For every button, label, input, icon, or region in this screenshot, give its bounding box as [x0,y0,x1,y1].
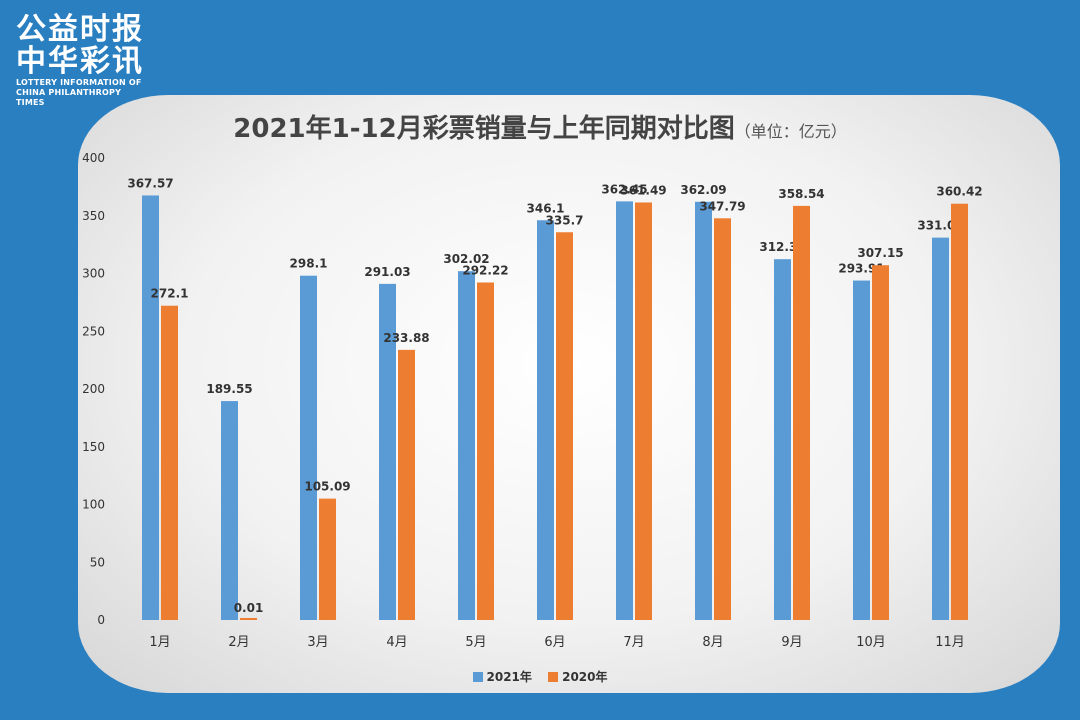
bar [398,349,415,620]
logo-title-line2: 中华彩讯 [16,44,144,79]
y-tick-label: 150 [82,440,105,454]
y-tick-label: 350 [82,209,105,223]
bar [556,232,573,621]
data-label: 307.15 [857,246,903,260]
x-tick-label: 7月 [623,635,644,650]
data-label: 362.09 [680,183,726,197]
bar [221,401,238,620]
data-label: 0.01 [234,601,264,615]
chart-title: 2021年1-12月彩票销量与上年同期对比图 [233,114,735,144]
data-label: 346.1 [527,201,565,215]
data-label: 105.09 [304,480,350,494]
bar [774,259,791,620]
bar [695,201,712,620]
x-tick-label: 2月 [228,635,249,650]
data-label: 302.02 [443,252,489,266]
data-label: 335.7 [546,213,584,227]
x-tick-label: 11月 [935,635,965,650]
x-tick-label: 3月 [307,635,328,650]
logo: 公益时报 中华彩讯 LOTTERY INFORMATION OF CHINA P… [16,14,146,108]
y-tick-label: 200 [82,382,105,396]
bar [379,283,396,620]
data-label: 292.22 [462,263,508,277]
legend-item-2020: 2020年 [548,668,608,685]
y-tick-label: 400 [82,151,105,165]
legend-label-2021: 2021年 [486,670,532,684]
bar [240,618,257,620]
legend-item-2021: 2021年 [472,668,532,685]
bar [142,195,159,620]
data-label: 233.88 [383,331,429,345]
logo-english-text: LOTTERY INFORMATION OF CHINA PHILANTHROP… [16,78,142,107]
x-tick-label: 9月 [781,635,802,650]
bar [951,203,968,620]
x-tick-label: 10月 [856,635,886,650]
y-tick-label: 250 [82,324,105,338]
data-label: 358.54 [778,187,824,201]
x-tick-label: 6月 [544,635,565,650]
chart-legend: 2021年 2020年 [0,668,1080,685]
chart-unit: （单位：亿元） [734,122,847,141]
x-tick-label: 1月 [149,635,170,650]
y-tick-label: 300 [82,267,105,281]
data-label: 361.49 [620,183,666,197]
bar [300,275,317,620]
bar [714,218,731,620]
y-tick-label: 50 [90,555,105,569]
x-tick-label: 8月 [702,635,723,650]
bar [872,265,889,620]
data-label: 360.42 [936,185,982,199]
legend-label-2020: 2020年 [562,670,608,684]
data-label: 347.79 [699,199,745,213]
data-label: 362.45 [601,182,647,196]
data-label: 291.03 [364,265,410,279]
bar [319,498,336,620]
data-label: 189.55 [206,382,252,396]
bar [853,280,870,620]
bar [477,282,494,620]
x-tick-label: 4月 [386,635,407,650]
legend-swatch-2020 [548,671,559,682]
y-tick-label: 100 [82,498,105,512]
bar [458,271,475,620]
bar [537,220,554,620]
bar [932,237,949,621]
chart-title-block: 2021年1-12月彩票销量与上年同期对比图（单位：亿元） [0,108,1080,145]
bar [793,205,810,621]
data-label: 298.1 [290,257,328,271]
bar [635,202,652,620]
x-tick-label: 5月 [465,635,486,650]
data-label: 367.57 [127,176,173,190]
logo-title-line1: 公益时报 [16,12,144,47]
y-tick-label: 0 [97,613,105,627]
bar [616,201,633,621]
legend-swatch-2021 [472,671,483,682]
data-label: 272.1 [151,287,189,301]
bar [161,305,178,620]
